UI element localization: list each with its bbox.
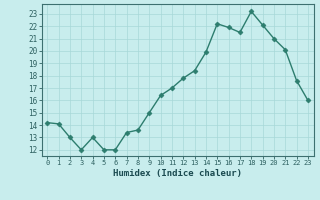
X-axis label: Humidex (Indice chaleur): Humidex (Indice chaleur) bbox=[113, 169, 242, 178]
